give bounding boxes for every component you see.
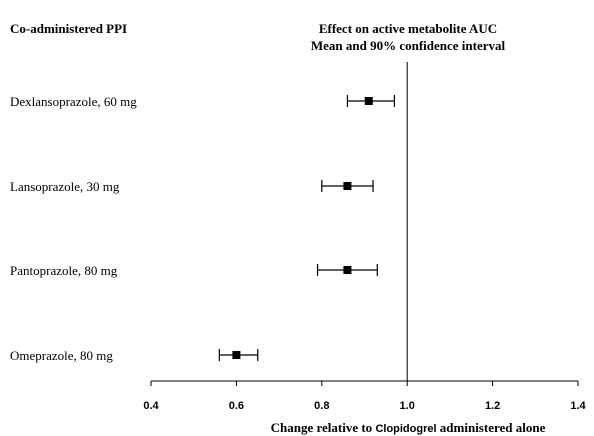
x-tick-label: 0.6: [229, 400, 244, 412]
chart-title: Effect on active metabolite AUC: [319, 21, 497, 36]
x-tick-label: 1.2: [485, 400, 500, 412]
x-tick-label: 0.8: [314, 400, 329, 412]
x-axis-label: Change relative to Clopidogrel administe…: [271, 420, 546, 435]
x-tick-label: 0.4: [143, 400, 159, 412]
plot-area: 0.4 0.6 0.8 1.0 1.2 1.4 Dexlansoprazole, 60 mg…: [10, 62, 587, 412]
x-axis-label-suffix: administered alone: [437, 420, 546, 435]
category-label: Pantoprazole, 80 mg: [10, 263, 118, 278]
x-tick-label: 1.0: [400, 400, 415, 412]
category-label: Lansoprazole, 30 mg: [10, 179, 120, 194]
mean-marker: [343, 182, 352, 190]
column-header-ppi: Co-administered PPI: [10, 21, 127, 36]
category-label: Dexlansoprazole, 60 mg: [10, 94, 137, 109]
x-axis-label-prefix: Change relative to: [271, 420, 376, 435]
x-axis-label-drug: Clopidogrel: [375, 423, 436, 435]
mean-marker: [232, 351, 241, 359]
category-label: Omeprazole, 80 mg: [10, 348, 113, 363]
x-tick-label: 1.4: [570, 400, 586, 412]
mean-marker: [364, 97, 373, 105]
mean-marker: [343, 266, 352, 274]
chart-subtitle: Mean and 90% confidence interval: [311, 38, 506, 53]
